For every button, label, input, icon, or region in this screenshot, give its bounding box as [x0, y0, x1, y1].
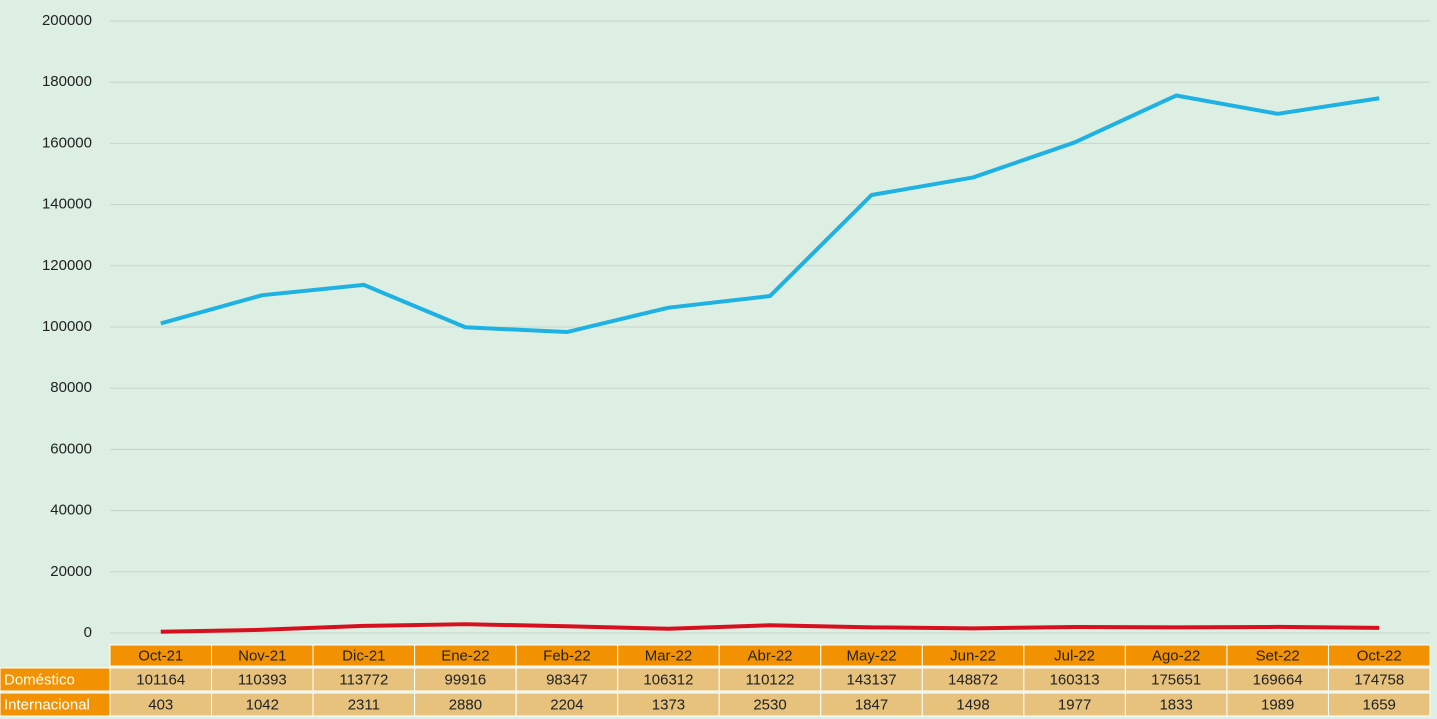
x-tick-label: Set-22: [1256, 647, 1300, 664]
x-tick-label: Jun-22: [950, 647, 996, 664]
table-header-cell: [1327, 644, 1431, 667]
table-value: 2880: [449, 696, 482, 713]
x-tick-label: Mar-22: [645, 647, 693, 664]
table-value: 1498: [956, 696, 989, 713]
table-value: 98347: [546, 671, 588, 688]
x-tick-label: Oct-21: [138, 647, 183, 664]
table-value: 101164: [136, 671, 185, 688]
table-cell: [1327, 692, 1431, 717]
table-value: 148872: [948, 671, 998, 688]
y-tick-label: 120000: [42, 257, 92, 274]
y-tick-label: 140000: [42, 196, 92, 213]
x-tick-label: Dic-21: [342, 647, 385, 664]
table-cell: [1327, 667, 1431, 692]
x-tick-label: Oct-22: [1357, 647, 1402, 664]
y-tick-label: 40000: [50, 502, 92, 519]
x-tick-label: Ene-22: [441, 647, 489, 664]
series-line: [160, 93, 1380, 335]
x-tick-label: Abr-22: [747, 647, 792, 664]
table-value: 1833: [1159, 696, 1192, 713]
y-tick-label: 200000: [42, 12, 92, 29]
table-value: 106312: [643, 671, 693, 688]
y-tick-label: 100000: [42, 318, 92, 335]
y-tick-label: 160000: [42, 134, 92, 151]
table-value: 1847: [855, 696, 888, 713]
table-value: 160313: [1050, 671, 1100, 688]
table-value: 113772: [339, 671, 388, 688]
x-tick-label: Feb-22: [543, 647, 591, 664]
x-tick-label: Nov-21: [238, 647, 286, 664]
x-tick-label: May-22: [847, 647, 897, 664]
table-value: 2204: [550, 696, 583, 713]
table-value: 174758: [1354, 671, 1404, 688]
table-value: 1659: [1363, 696, 1396, 713]
table-value: 1373: [652, 696, 685, 713]
series-line: [160, 622, 1380, 634]
y-tick-label: 60000: [50, 440, 92, 457]
table-value: 110393: [238, 671, 287, 688]
y-tick-label: 20000: [50, 563, 92, 580]
table-value: 2311: [348, 696, 380, 713]
table-value: 175651: [1151, 671, 1201, 688]
table-value: 99916: [445, 671, 487, 688]
legend-label: Internacional: [4, 696, 90, 713]
x-tick-label: Ago-22: [1152, 647, 1200, 664]
table-value: 1042: [246, 696, 279, 713]
table-value: 169664: [1253, 671, 1303, 688]
table-value: 143137: [847, 671, 897, 688]
table-value: 1989: [1261, 696, 1294, 713]
table-value: 110122: [746, 671, 795, 688]
y-tick-label: 180000: [42, 73, 92, 90]
legend-label: Doméstico: [4, 671, 75, 688]
x-tick-label: Jul-22: [1054, 647, 1095, 664]
table-value: 1977: [1058, 696, 1091, 713]
table-value: 403: [148, 696, 173, 713]
table-value: 2530: [753, 696, 786, 713]
y-tick-label: 0: [84, 624, 92, 641]
y-tick-label: 80000: [50, 379, 92, 396]
